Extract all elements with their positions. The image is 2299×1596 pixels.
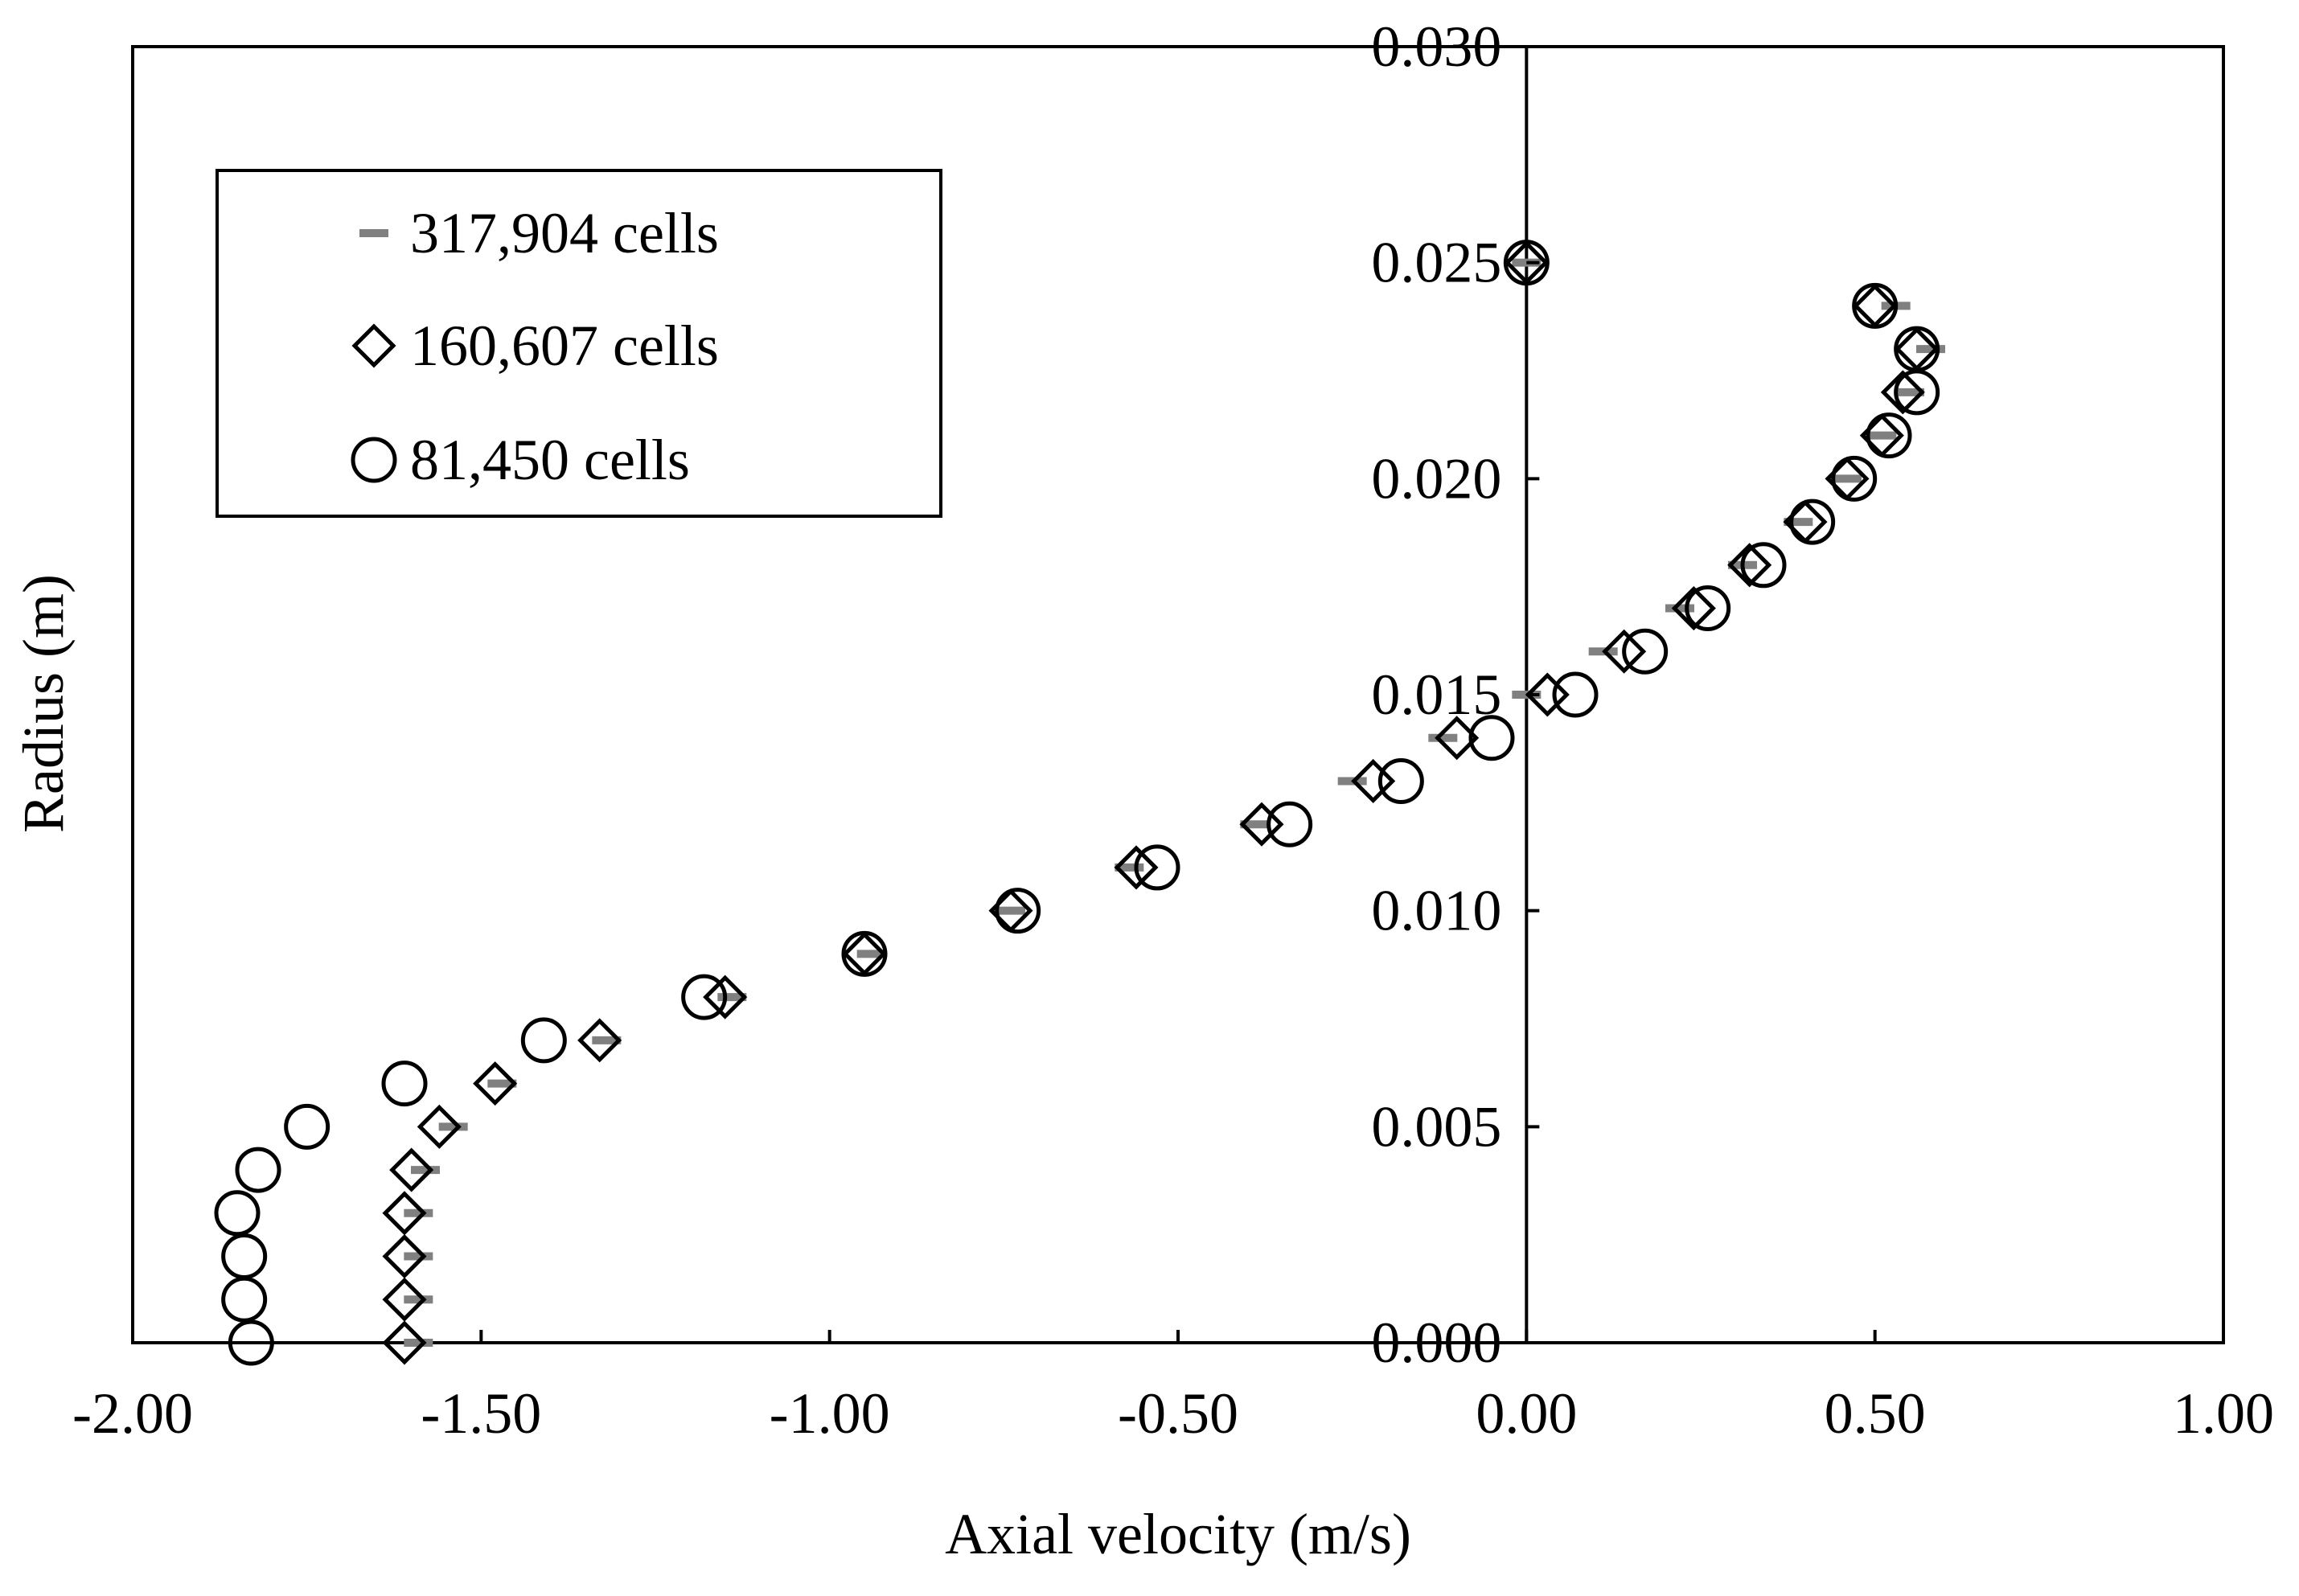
x-tick-label: 0.50 (1825, 1381, 1926, 1446)
data-point-circle (1622, 628, 1669, 675)
data-point-diamond (417, 1104, 462, 1149)
y-tick-label: 0.025 (1371, 231, 1501, 295)
data-point-circle (1267, 801, 1313, 847)
data-point-diamond (1602, 629, 1647, 674)
data-point-diamond (1114, 845, 1159, 890)
x-axis-title: Axial velocity (m/s) (945, 1502, 1411, 1566)
legend-marker-diamond (351, 323, 396, 368)
legend-label: 160,607 cells (410, 314, 719, 378)
data-point-diamond (1239, 802, 1284, 847)
legend-box (216, 169, 942, 518)
legend-marker-circle (351, 437, 397, 483)
x-tick-label: -1.50 (421, 1381, 541, 1446)
data-point-diamond (382, 1191, 427, 1236)
data-point-circle (1134, 844, 1180, 891)
y-tick-label: 0.000 (1371, 1311, 1501, 1375)
data-point-diamond (1727, 543, 1772, 588)
data-point-diamond (473, 1061, 518, 1106)
data-point-circle (1866, 412, 1912, 459)
data-point-circle (1831, 455, 1878, 502)
data-point-circle (1503, 240, 1550, 286)
data-point-circle (681, 974, 728, 1020)
legend: 317,904 cells 160,607 cells 81,450 cells (216, 169, 942, 518)
y-axis-title: Radius (m) (11, 574, 76, 833)
y-tick-label: 0.005 (1371, 1094, 1501, 1159)
data-point-circle (235, 1147, 281, 1193)
data-point-circle (995, 888, 1041, 934)
x-tick-label: -1.00 (770, 1381, 890, 1446)
data-point-circle (520, 1017, 567, 1064)
data-point-circle (1894, 326, 1940, 372)
data-point-circle (1789, 498, 1836, 545)
data-point-diamond (1351, 758, 1396, 804)
x-tick-label: 1.00 (2173, 1381, 2274, 1446)
data-point-circle (1552, 671, 1599, 718)
ticks-layer: -2.00 -1.50 -1.00 -0.50 0.00 0.50 1.00 0.000 0.0… (72, 14, 2274, 1446)
legend-label: 81,450 cells (410, 428, 690, 492)
data-point-circle (1852, 282, 1899, 329)
series-circle (214, 240, 1940, 1366)
x-tick-label: 0.00 (1476, 1381, 1577, 1446)
data-point-circle (1468, 715, 1515, 761)
data-point-circle (1377, 757, 1424, 804)
data-point-circle (1740, 542, 1787, 589)
data-point-diamond (382, 1277, 427, 1322)
data-point-circle (228, 1319, 274, 1366)
data-point-diamond (382, 1233, 427, 1279)
legend-label: 317,904 cells (410, 201, 719, 265)
data-point-diamond (1671, 585, 1716, 631)
data-point-circle (381, 1061, 428, 1107)
data-point-circle (284, 1103, 330, 1150)
data-point-circle (841, 930, 888, 977)
y-tick-label: 0.020 (1371, 446, 1501, 511)
data-point-circle (1685, 585, 1731, 632)
data-point-diamond (703, 974, 748, 1020)
data-point-circle (221, 1233, 268, 1280)
data-point-diamond (382, 1320, 427, 1365)
legend-items: 317,904 cells 160,607 cells 81,450 cells (351, 201, 719, 492)
data-point-diamond (389, 1147, 434, 1192)
data-point-diamond (1525, 672, 1570, 717)
series-layer (214, 240, 1945, 1366)
data-point-circle (214, 1190, 261, 1237)
data-point-diamond (1880, 370, 1925, 415)
data-point-diamond (577, 1018, 622, 1063)
y-tick-label: 0.010 (1371, 879, 1501, 943)
x-tick-label: -2.00 (72, 1381, 193, 1446)
y-tick-label: 0.030 (1371, 14, 1501, 79)
x-tick-label: -0.50 (1118, 1381, 1238, 1446)
y-tick-label: 0.015 (1371, 663, 1501, 727)
